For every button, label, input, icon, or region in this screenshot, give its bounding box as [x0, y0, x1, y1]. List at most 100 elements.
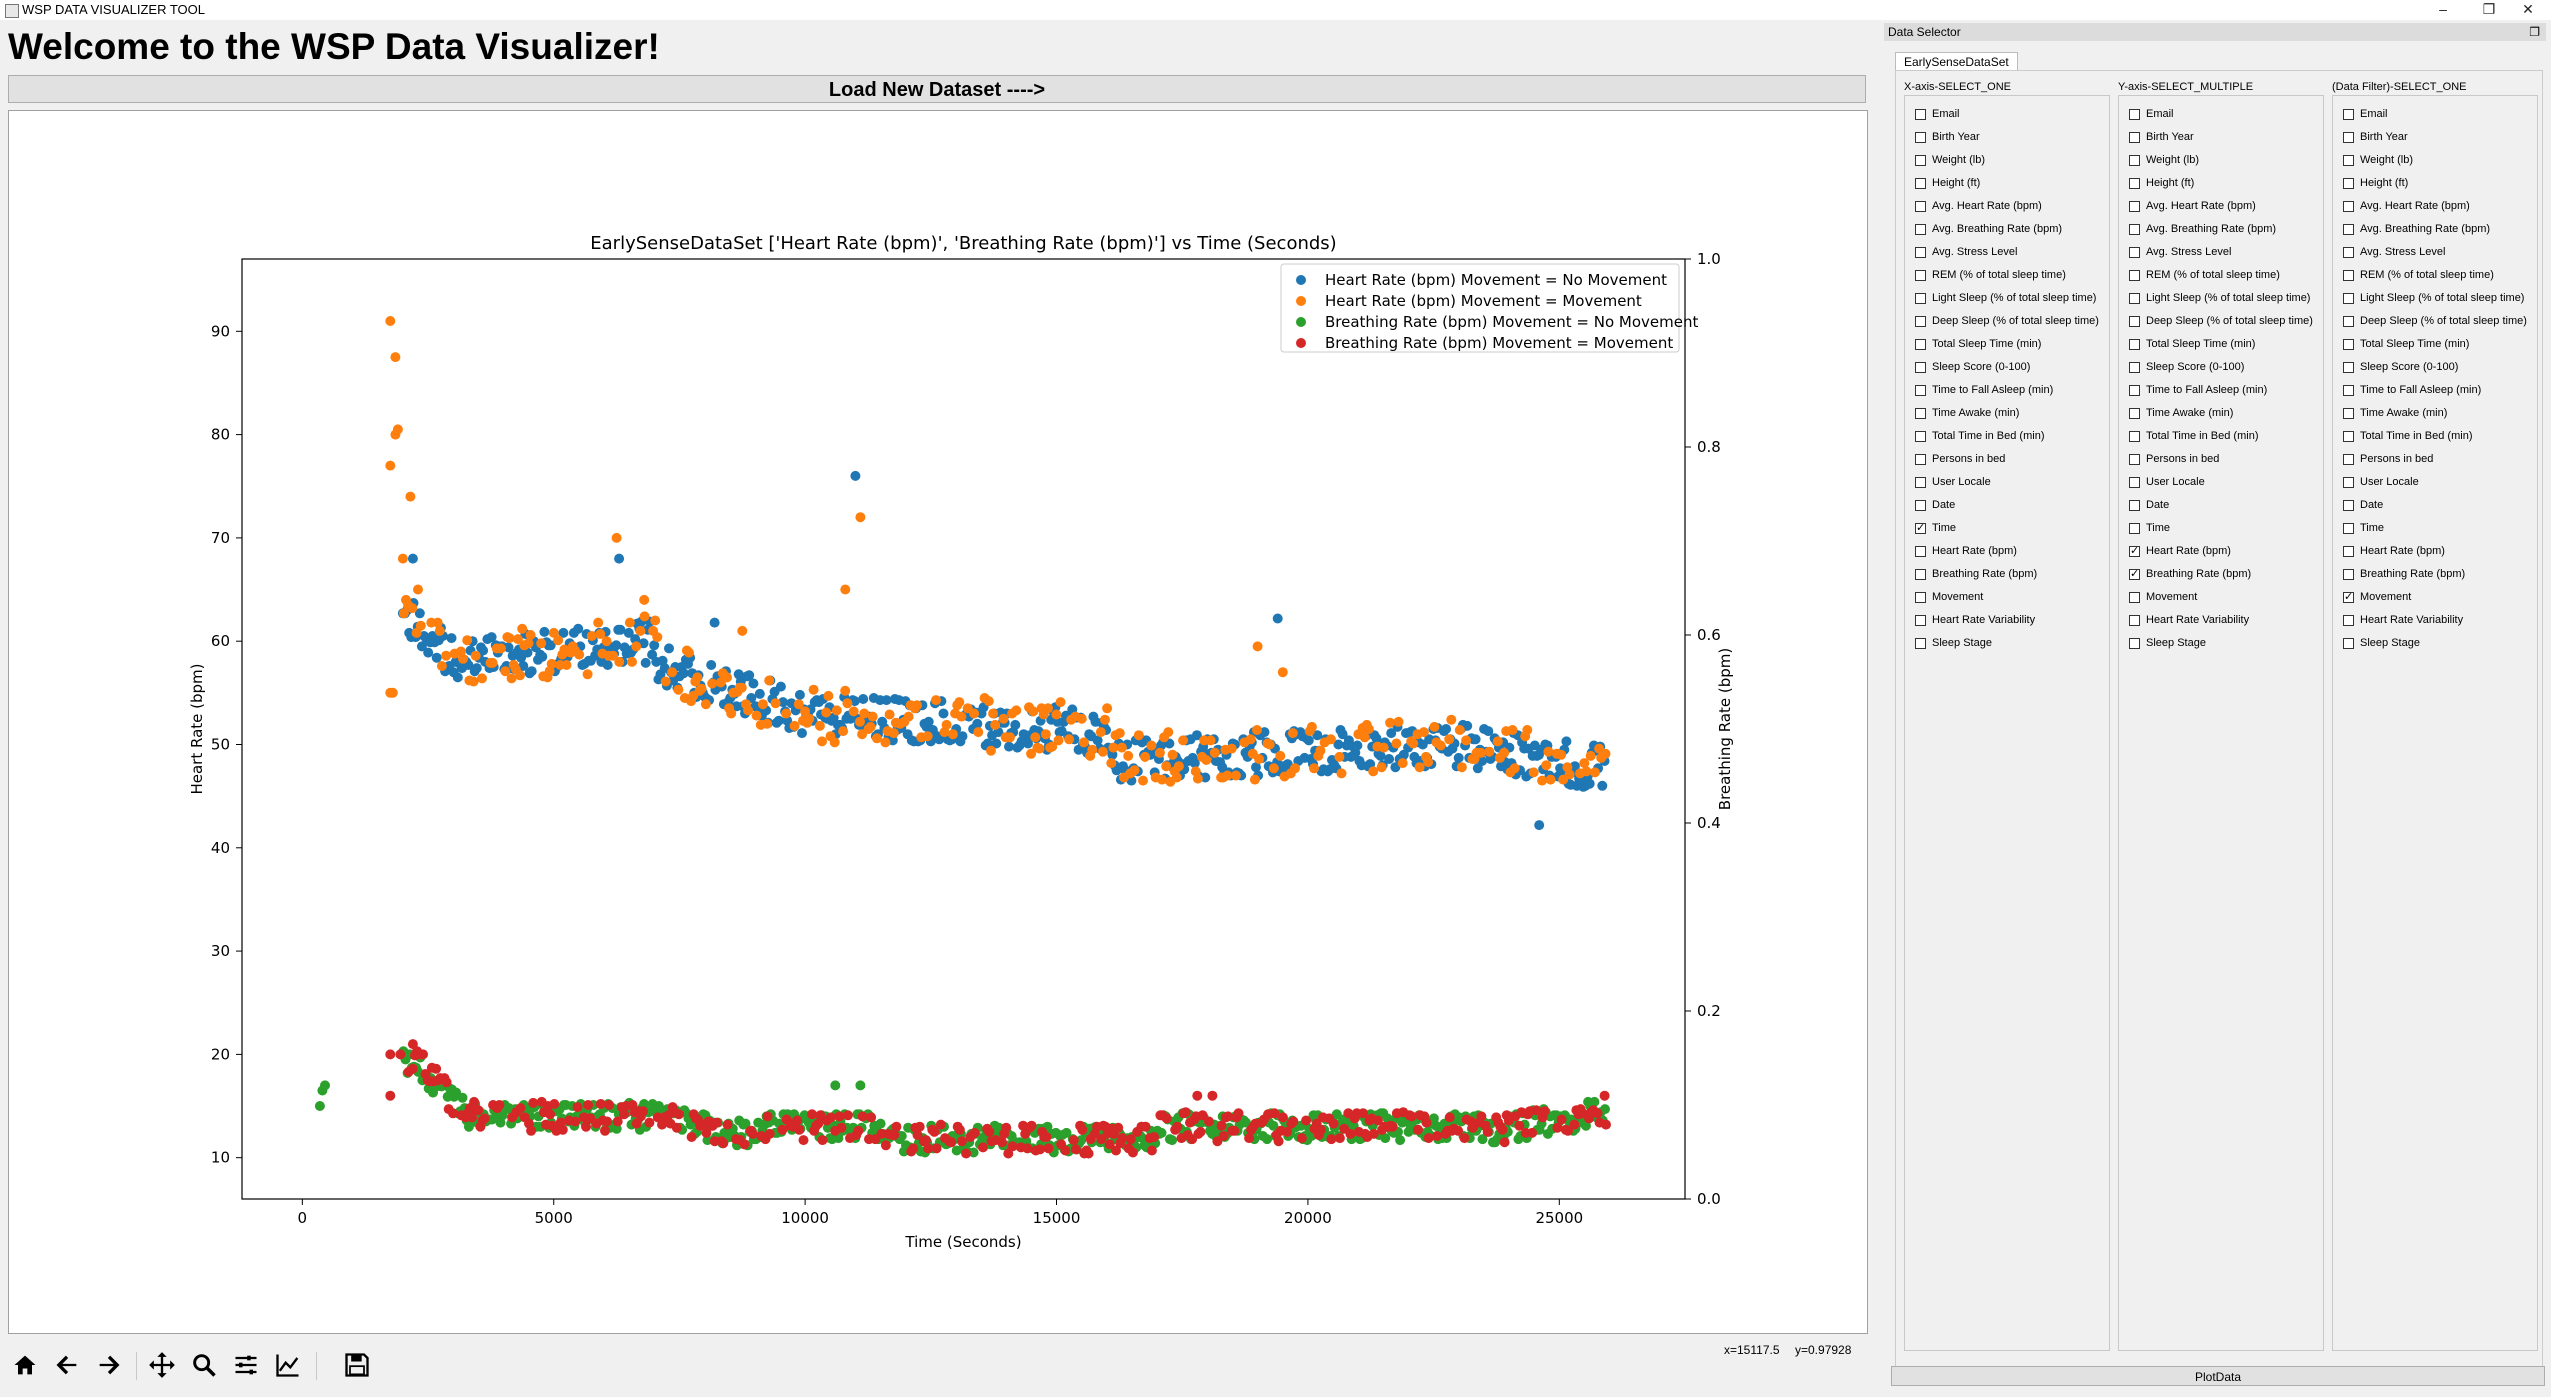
option-checkbox[interactable]: Sleep Stage [2343, 635, 2420, 651]
option-checkbox[interactable]: Time Awake (min) [2129, 405, 2233, 421]
checkbox[interactable] [1915, 246, 1926, 258]
restore-button[interactable]: ❐ [2482, 1, 2496, 17]
option-checkbox[interactable]: Total Sleep Time (min) [1915, 336, 2041, 352]
checkbox[interactable] [1915, 177, 1926, 189]
checkbox[interactable] [2343, 269, 2354, 281]
option-checkbox[interactable]: Date [2129, 497, 2169, 513]
checkbox[interactable] [2343, 568, 2354, 580]
checkbox[interactable] [1915, 131, 1926, 143]
checkbox[interactable] [1915, 453, 1926, 465]
home-button[interactable] [8, 1348, 42, 1382]
checkbox[interactable] [1915, 108, 1926, 120]
option-checkbox[interactable]: Total Time in Bed (min) [2343, 428, 2472, 444]
load-dataset-button[interactable]: Load New Dataset ----> [8, 75, 1866, 103]
checkbox[interactable] [2129, 407, 2140, 419]
option-checkbox[interactable]: Email [2343, 106, 2388, 122]
option-checkbox[interactable]: Persons in bed [2343, 451, 2433, 467]
checkbox[interactable] [2129, 177, 2140, 189]
option-checkbox[interactable]: Birth Year [1915, 129, 1980, 145]
checkbox[interactable] [2129, 522, 2140, 534]
option-checkbox[interactable]: Persons in bed [1915, 451, 2005, 467]
checkbox[interactable] [2343, 614, 2354, 626]
checkbox[interactable] [2343, 637, 2354, 649]
zoom-button[interactable] [187, 1348, 221, 1382]
option-checkbox[interactable]: Email [1915, 106, 1960, 122]
checkbox[interactable] [2343, 315, 2354, 327]
option-checkbox[interactable]: Sleep Stage [1915, 635, 1992, 651]
checkbox[interactable] [2343, 407, 2354, 419]
checkbox[interactable] [2343, 177, 2354, 189]
option-checkbox[interactable]: Time Awake (min) [1915, 405, 2019, 421]
plot-data-button[interactable]: PlotData [1891, 1366, 2545, 1386]
plot-canvas[interactable]: 0 5000 10000 15000 20000 25000 10 20 30 40 50 60 70 8… [8, 110, 1868, 1334]
option-checkbox[interactable]: REM (% of total sleep time) [2129, 267, 2280, 283]
option-checkbox[interactable]: Email [2129, 106, 2174, 122]
option-checkbox[interactable]: User Locale [1915, 474, 1991, 490]
option-checkbox[interactable]: Deep Sleep (% of total sleep time) [2343, 313, 2527, 329]
checkbox[interactable] [2343, 361, 2354, 373]
option-checkbox[interactable]: Heart Rate Variability [1915, 612, 2035, 628]
option-checkbox[interactable]: Time to Fall Asleep (min) [2129, 382, 2267, 398]
checkbox[interactable] [1915, 430, 1926, 442]
checkbox[interactable] [1915, 568, 1926, 580]
checkbox[interactable] [1915, 292, 1926, 304]
checkbox[interactable] [2129, 567, 2140, 580]
checkbox[interactable] [1915, 545, 1926, 557]
checkbox[interactable] [2129, 108, 2140, 120]
checkbox[interactable] [2343, 246, 2354, 258]
option-checkbox[interactable]: Sleep Score (0-100) [2129, 359, 2244, 375]
save-button[interactable] [340, 1348, 374, 1382]
option-checkbox[interactable]: Heart Rate Variability [2129, 612, 2249, 628]
checkbox[interactable] [2343, 223, 2354, 235]
checkbox[interactable] [1915, 499, 1926, 511]
checkbox[interactable] [2343, 590, 2354, 603]
edit-axis-button[interactable] [271, 1348, 305, 1382]
option-checkbox[interactable]: Breathing Rate (bpm) [2129, 566, 2251, 582]
option-checkbox[interactable]: Movement [2343, 589, 2411, 605]
option-checkbox[interactable]: Avg. Heart Rate (bpm) [1915, 198, 2042, 214]
checkbox[interactable] [2129, 315, 2140, 327]
checkbox[interactable] [2129, 430, 2140, 442]
checkbox[interactable] [2343, 131, 2354, 143]
checkbox[interactable] [2343, 453, 2354, 465]
option-checkbox[interactable]: Total Sleep Time (min) [2129, 336, 2255, 352]
checkbox[interactable] [1915, 476, 1926, 488]
checkbox[interactable] [2129, 154, 2140, 166]
checkbox[interactable] [2343, 522, 2354, 534]
option-checkbox[interactable]: Light Sleep (% of total sleep time) [2129, 290, 2310, 306]
option-checkbox[interactable]: Date [2343, 497, 2383, 513]
checkbox[interactable] [2129, 453, 2140, 465]
checkbox[interactable] [2129, 499, 2140, 511]
checkbox[interactable] [2129, 269, 2140, 281]
pan-button[interactable] [145, 1348, 179, 1382]
option-checkbox[interactable]: Birth Year [2129, 129, 2194, 145]
option-checkbox[interactable]: REM (% of total sleep time) [2343, 267, 2494, 283]
checkbox[interactable] [1915, 614, 1926, 626]
option-checkbox[interactable]: Avg. Breathing Rate (bpm) [2129, 221, 2276, 237]
checkbox[interactable] [2343, 476, 2354, 488]
checkbox[interactable] [2129, 223, 2140, 235]
checkbox[interactable] [2129, 361, 2140, 373]
option-checkbox[interactable]: Avg. Breathing Rate (bpm) [2343, 221, 2490, 237]
checkbox[interactable] [2129, 384, 2140, 396]
option-checkbox[interactable]: Date [1915, 497, 1955, 513]
option-checkbox[interactable]: Heart Rate (bpm) [2343, 543, 2445, 559]
option-checkbox[interactable]: Total Sleep Time (min) [2343, 336, 2469, 352]
option-checkbox[interactable]: Deep Sleep (% of total sleep time) [1915, 313, 2099, 329]
option-checkbox[interactable]: Light Sleep (% of total sleep time) [2343, 290, 2524, 306]
option-checkbox[interactable]: Sleep Score (0-100) [2343, 359, 2458, 375]
option-checkbox[interactable]: REM (% of total sleep time) [1915, 267, 2066, 283]
option-checkbox[interactable]: Height (ft) [2343, 175, 2408, 191]
option-checkbox[interactable]: Time to Fall Asleep (min) [2343, 382, 2481, 398]
checkbox[interactable] [1915, 315, 1926, 327]
checkbox[interactable] [2129, 476, 2140, 488]
option-checkbox[interactable]: Time Awake (min) [2343, 405, 2447, 421]
checkbox[interactable] [1915, 338, 1926, 350]
checkbox[interactable] [1915, 407, 1926, 419]
checkbox[interactable] [2129, 131, 2140, 143]
checkbox[interactable] [2343, 108, 2354, 120]
option-checkbox[interactable]: Breathing Rate (bpm) [1915, 566, 2037, 582]
checkbox[interactable] [2129, 637, 2140, 649]
close-button[interactable]: ✕ [2522, 1, 2534, 17]
forward-button[interactable] [92, 1348, 126, 1382]
